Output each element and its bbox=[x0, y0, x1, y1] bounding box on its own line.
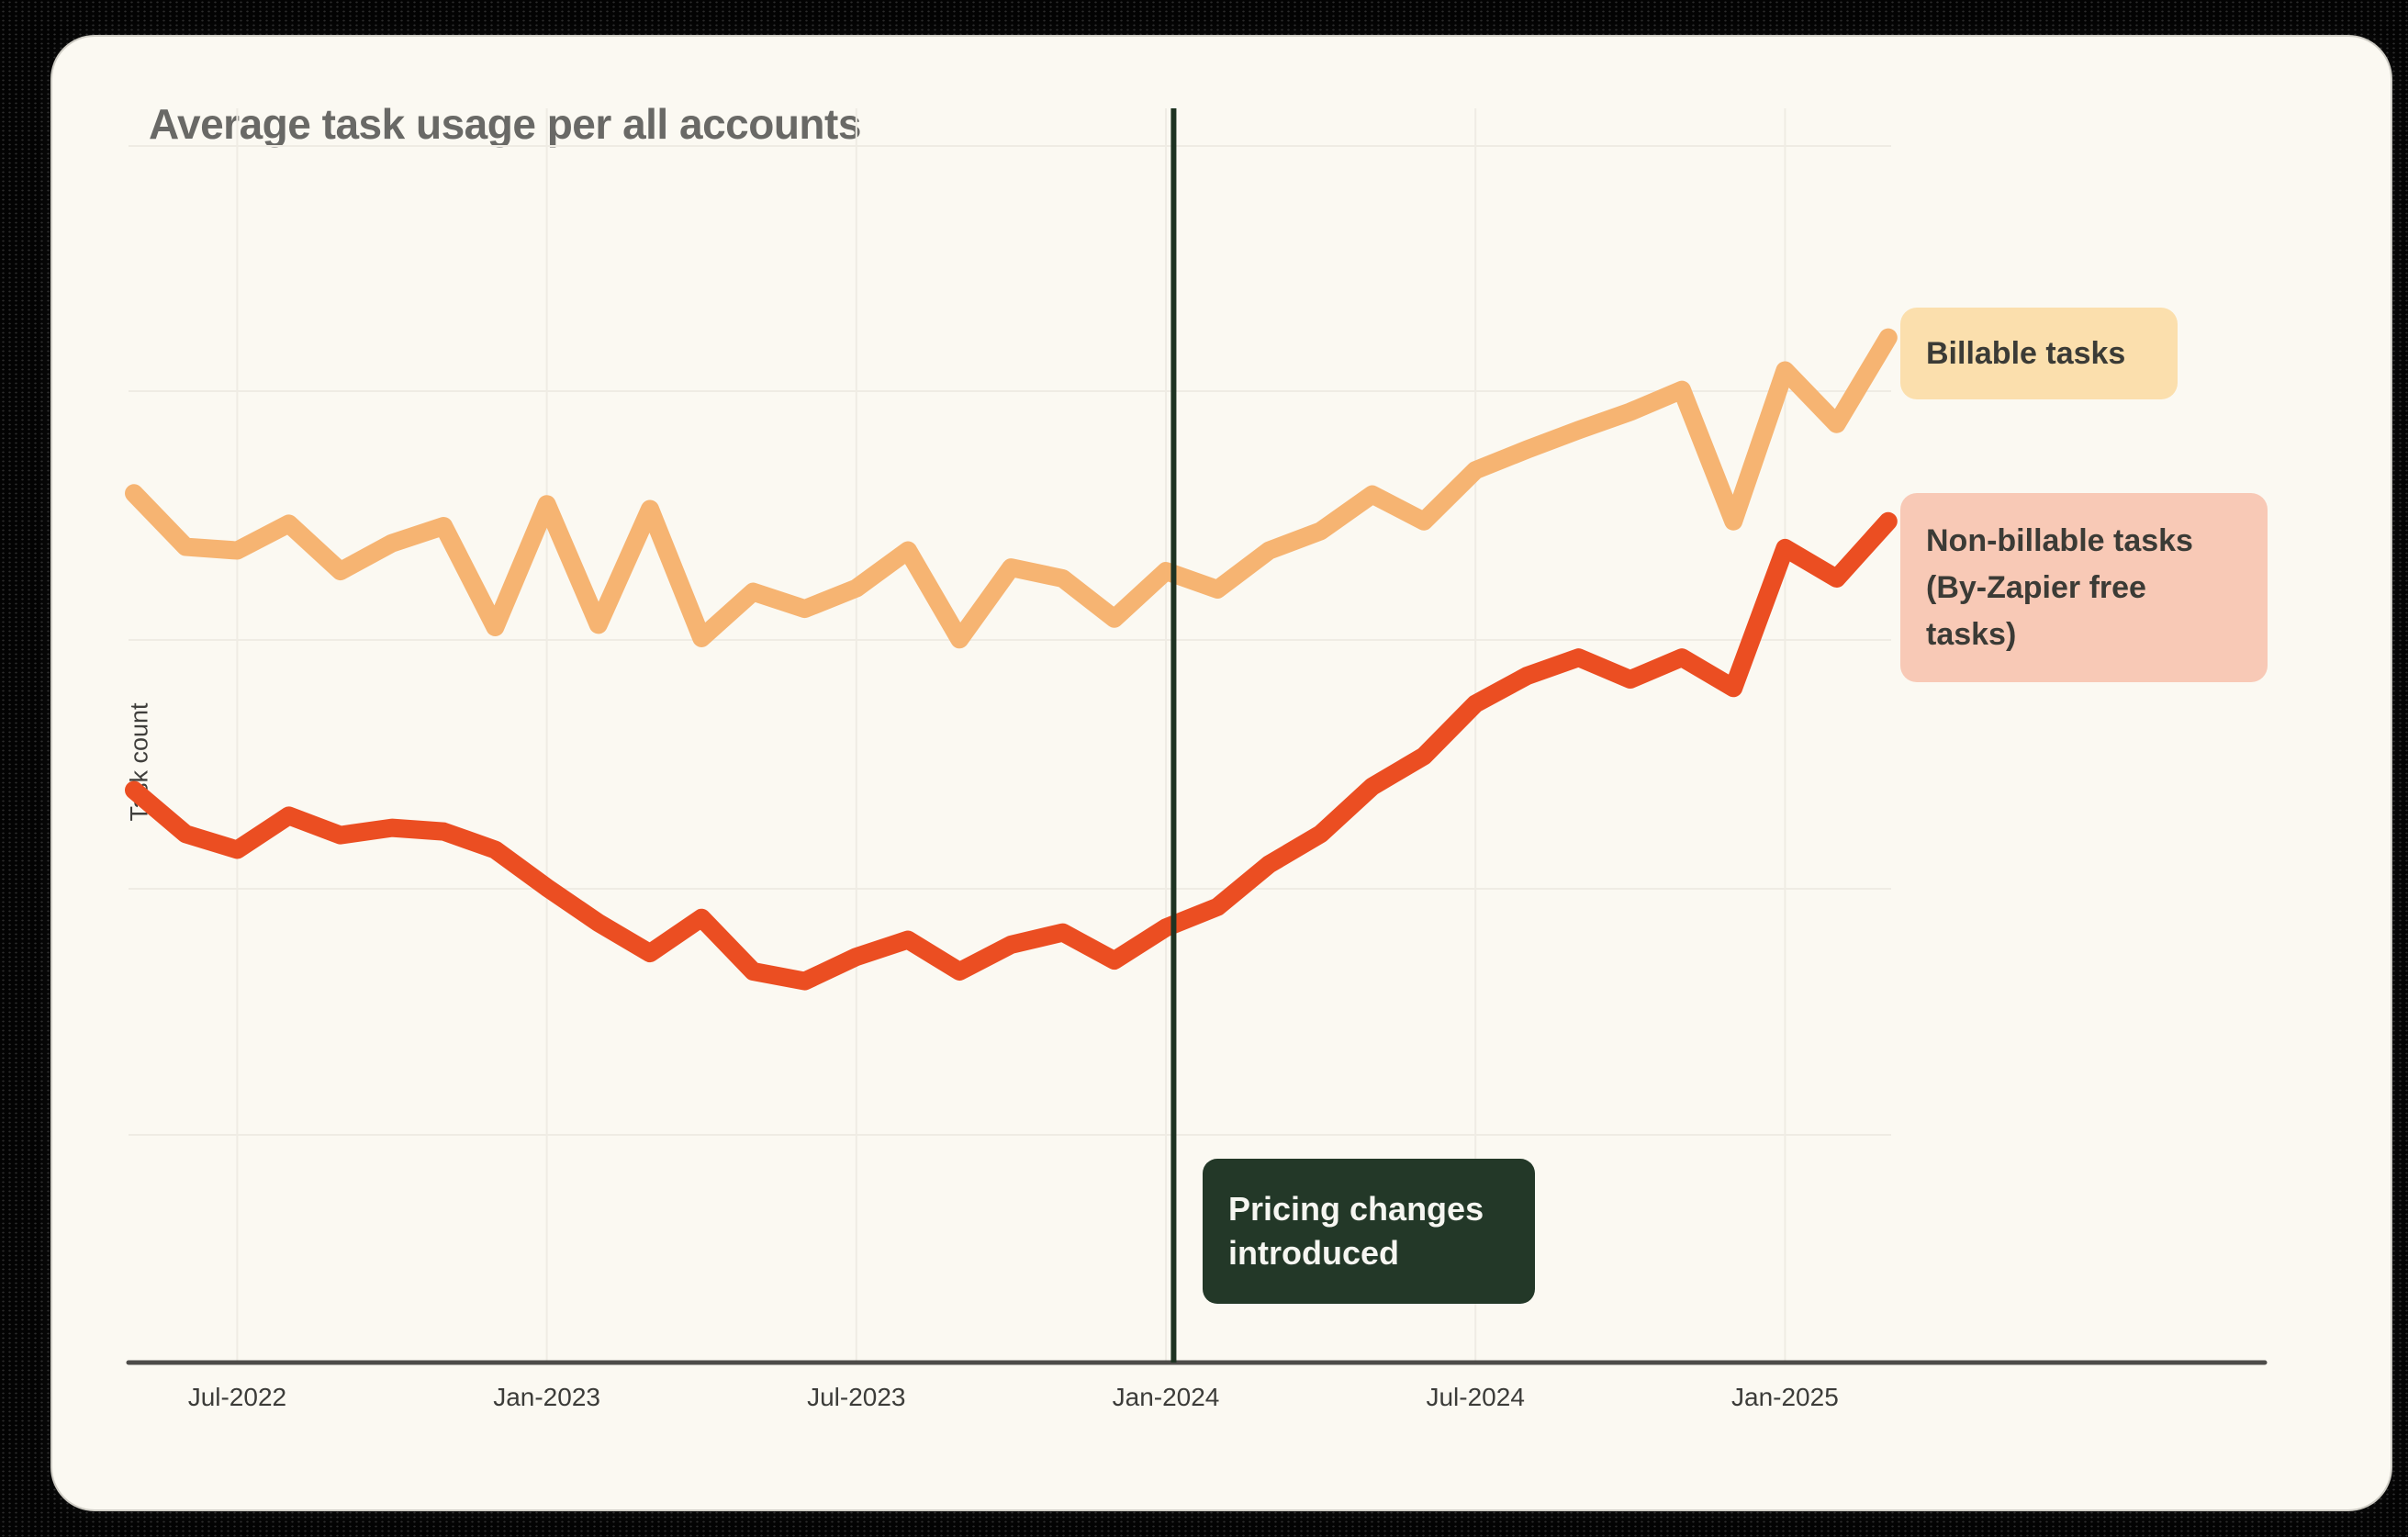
pricing-changes-label: Pricing changes introduced bbox=[1228, 1190, 1484, 1272]
x-tick-label-Jul-2023: Jul-2023 bbox=[807, 1383, 906, 1411]
series-line-non-billable bbox=[125, 511, 1898, 991]
pricing-changes-annotation: Pricing changes introduced bbox=[1203, 1159, 1535, 1304]
legend-non-billable-label: Non-billable tasks (By-Zapier free tasks… bbox=[1926, 522, 2193, 652]
x-tick-label-Jul-2022: Jul-2022 bbox=[187, 1383, 287, 1411]
legend-billable-tasks: Billable tasks bbox=[1900, 308, 2178, 399]
series-line-billable bbox=[125, 328, 1898, 649]
legend-billable-label: Billable tasks bbox=[1926, 335, 2126, 371]
x-tick-label-Jan-2023: Jan-2023 bbox=[493, 1383, 600, 1411]
x-tick-label-Jan-2024: Jan-2024 bbox=[1112, 1383, 1220, 1411]
x-tick-label-Jan-2025: Jan-2025 bbox=[1731, 1383, 1839, 1411]
legend-non-billable-tasks: Non-billable tasks (By-Zapier free tasks… bbox=[1900, 493, 2268, 682]
chart-title: Average task usage per all accounts bbox=[149, 100, 861, 148]
x-tick-label-Jul-2024: Jul-2024 bbox=[1426, 1383, 1525, 1411]
